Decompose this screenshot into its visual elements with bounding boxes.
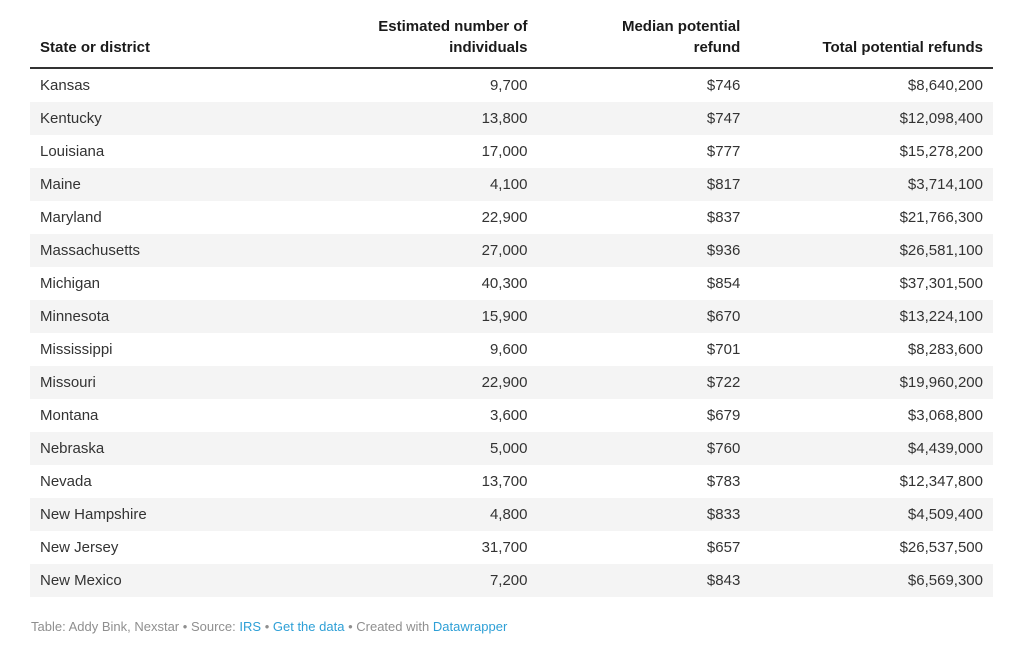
table-body: Kansas 9,700 $746 $8,640,200 Kentucky 13,800 $… bbox=[30, 68, 993, 597]
cell-total-refunds: $21,766,300 bbox=[899, 209, 983, 226]
created-with-label: Created with bbox=[356, 619, 430, 634]
cell-total-refunds: $8,640,200 bbox=[907, 77, 983, 94]
cell-state: Kentucky bbox=[40, 110, 102, 127]
cell-median-refund: $817 bbox=[706, 176, 741, 193]
get-the-data-link[interactable]: Get the data bbox=[272, 619, 345, 634]
cell-state: Maine bbox=[40, 176, 81, 193]
cell-individuals: 22,900 bbox=[481, 209, 528, 226]
table-row: Missouri 22,900 $722 $19,960,200 bbox=[30, 366, 993, 399]
cell-median-refund: $837 bbox=[706, 209, 741, 226]
table-row: Montana 3,600 $679 $3,068,800 bbox=[30, 399, 993, 432]
cell-total-refunds: $15,278,200 bbox=[899, 143, 983, 160]
table-caption: Table: Addy Bink, Nexstar • Source: IRS … bbox=[31, 618, 1024, 635]
cell-individuals: 22,900 bbox=[481, 374, 528, 391]
refunds-table: State or district Estimated number of in… bbox=[30, 12, 993, 597]
cell-median-refund: $833 bbox=[706, 506, 741, 523]
header-row: State or district Estimated number of in… bbox=[30, 12, 993, 69]
cell-state: Kansas bbox=[40, 77, 91, 94]
cell-total-refunds: $12,098,400 bbox=[899, 110, 983, 127]
header-total-refunds: Total potential refunds bbox=[750, 12, 993, 69]
table-header: State or district Estimated number of in… bbox=[30, 12, 993, 69]
cell-state: Mississippi bbox=[40, 341, 113, 358]
cell-state: New Mexico bbox=[40, 572, 122, 589]
cell-individuals: 17,000 bbox=[481, 143, 528, 160]
cell-median-refund: $670 bbox=[706, 308, 741, 325]
cell-state: Montana bbox=[40, 407, 99, 424]
separator-dot: • bbox=[182, 619, 188, 634]
cell-total-refunds: $3,068,800 bbox=[907, 407, 983, 424]
table-row: Maryland 22,900 $837 $21,766,300 bbox=[30, 201, 993, 234]
datawrapper-table-widget: State or district Estimated number of in… bbox=[30, 12, 993, 597]
cell-individuals: 40,300 bbox=[481, 275, 528, 292]
cell-individuals: 4,800 bbox=[489, 506, 528, 523]
cell-individuals: 3,600 bbox=[489, 407, 528, 424]
table-row: New Hampshire 4,800 $833 $4,509,400 bbox=[30, 498, 993, 531]
cell-state: Louisiana bbox=[40, 143, 105, 160]
cell-median-refund: $843 bbox=[706, 572, 741, 589]
cell-median-refund: $936 bbox=[706, 242, 741, 259]
table-row: New Mexico 7,200 $843 $6,569,300 bbox=[30, 564, 993, 597]
cell-state: New Hampshire bbox=[40, 506, 147, 523]
cell-state: Massachusetts bbox=[40, 242, 141, 259]
cell-state: Maryland bbox=[40, 209, 102, 226]
source-label: Source: bbox=[190, 619, 236, 634]
cell-total-refunds: $26,581,100 bbox=[899, 242, 983, 259]
cell-median-refund: $746 bbox=[706, 77, 741, 94]
cell-median-refund: $722 bbox=[706, 374, 741, 391]
table-row: Maine 4,100 $817 $3,714,100 bbox=[30, 168, 993, 201]
cell-individuals: 5,000 bbox=[489, 440, 528, 457]
table-row: Louisiana 17,000 $777 $15,278,200 bbox=[30, 135, 993, 168]
cell-individuals: 9,600 bbox=[489, 341, 528, 358]
credit-text: Table: Addy Bink, Nexstar bbox=[31, 619, 180, 634]
table-row: Kansas 9,700 $746 $8,640,200 bbox=[30, 68, 993, 102]
separator-dot: • bbox=[264, 619, 270, 634]
header-estimated-individuals: Estimated number of individuals bbox=[314, 12, 538, 69]
source-link-irs[interactable]: IRS bbox=[239, 619, 262, 634]
cell-total-refunds: $3,714,100 bbox=[907, 176, 983, 193]
table-row: Kentucky 13,800 $747 $12,098,400 bbox=[30, 102, 993, 135]
cell-median-refund: $777 bbox=[706, 143, 741, 160]
cell-median-refund: $657 bbox=[706, 539, 741, 556]
cell-individuals: 15,900 bbox=[481, 308, 528, 325]
cell-median-refund: $760 bbox=[706, 440, 741, 457]
cell-total-refunds: $19,960,200 bbox=[899, 374, 983, 391]
separator-dot: • bbox=[348, 619, 353, 634]
table-row: Mississippi 9,600 $701 $8,283,600 bbox=[30, 333, 993, 366]
cell-median-refund: $679 bbox=[706, 407, 741, 424]
header-median-refund: Median potential refund bbox=[537, 12, 751, 69]
table-row: Nevada 13,700 $783 $12,347,800 bbox=[30, 465, 993, 498]
cell-total-refunds: $26,537,500 bbox=[899, 539, 983, 556]
cell-total-refunds: $12,347,800 bbox=[899, 473, 983, 490]
cell-total-refunds: $13,224,100 bbox=[899, 308, 983, 325]
cell-total-refunds: $8,283,600 bbox=[907, 341, 983, 358]
cell-median-refund: $783 bbox=[706, 473, 741, 490]
cell-individuals: 27,000 bbox=[481, 242, 528, 259]
cell-total-refunds: $4,509,400 bbox=[907, 506, 983, 523]
table-row: Nebraska 5,000 $760 $4,439,000 bbox=[30, 432, 993, 465]
cell-total-refunds: $6,569,300 bbox=[907, 572, 983, 589]
cell-individuals: 13,700 bbox=[481, 473, 528, 490]
cell-total-refunds: $4,439,000 bbox=[907, 440, 983, 457]
cell-individuals: 4,100 bbox=[489, 176, 528, 193]
cell-median-refund: $747 bbox=[706, 110, 741, 127]
cell-individuals: 13,800 bbox=[481, 110, 528, 127]
cell-state: Minnesota bbox=[40, 308, 110, 325]
table-row: Massachusetts 27,000 $936 $26,581,100 bbox=[30, 234, 993, 267]
table-row: Michigan 40,300 $854 $37,301,500 bbox=[30, 267, 993, 300]
cell-individuals: 31,700 bbox=[481, 539, 528, 556]
header-state-or-district: State or district bbox=[30, 12, 315, 69]
cell-individuals: 7,200 bbox=[489, 572, 528, 589]
cell-median-refund: $701 bbox=[706, 341, 741, 358]
cell-median-refund: $854 bbox=[706, 275, 741, 292]
cell-total-refunds: $37,301,500 bbox=[899, 275, 983, 292]
cell-state: Nebraska bbox=[40, 440, 105, 457]
table-row: New Jersey 31,700 $657 $26,537,500 bbox=[30, 531, 993, 564]
cell-individuals: 9,700 bbox=[489, 77, 528, 94]
cell-state: Michigan bbox=[40, 275, 101, 292]
table-row: Minnesota 15,900 $670 $13,224,100 bbox=[30, 300, 993, 333]
cell-state: Missouri bbox=[40, 374, 96, 391]
datawrapper-link[interactable]: Datawrapper bbox=[432, 619, 508, 634]
cell-state: New Jersey bbox=[40, 539, 119, 556]
cell-state: Nevada bbox=[40, 473, 92, 490]
